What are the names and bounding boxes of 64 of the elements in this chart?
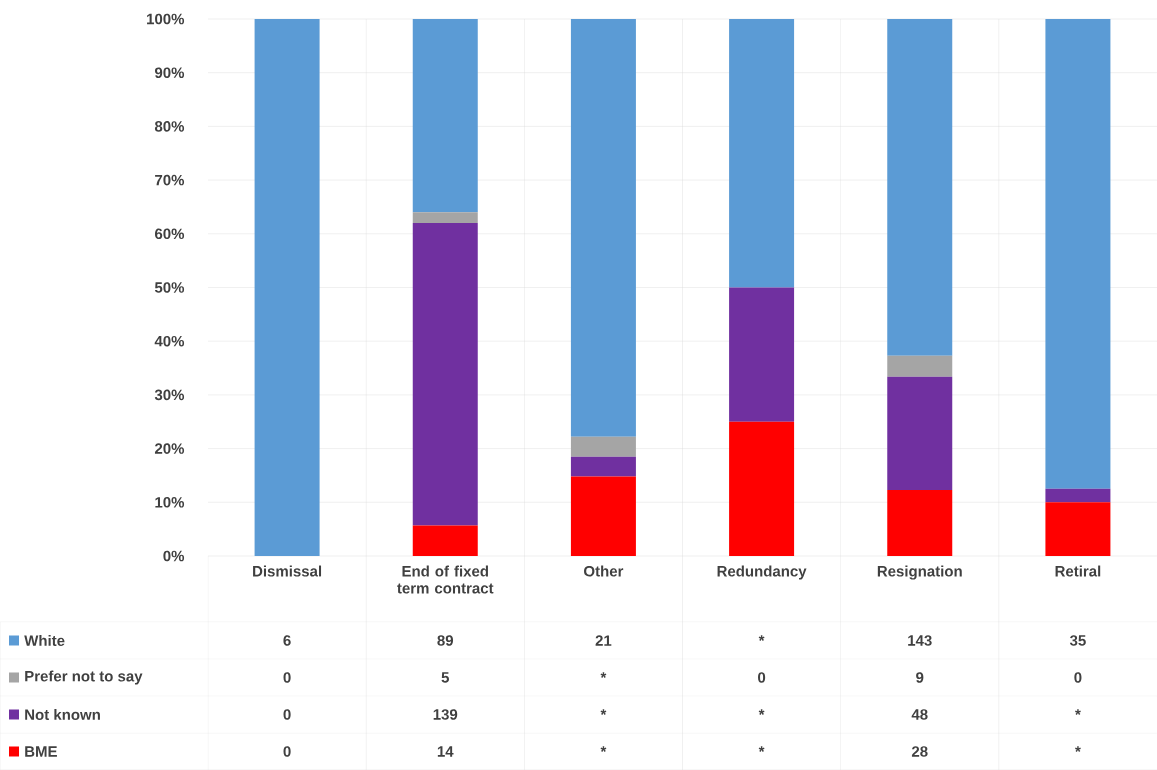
y-tick-label: 40% [154, 335, 185, 347]
bar [887, 489, 953, 556]
bar [570, 476, 636, 556]
bar [1045, 502, 1111, 556]
text: 14 [437, 746, 454, 757]
x-tick-label: Resignation [877, 565, 962, 580]
bar [887, 19, 953, 356]
text: 0 [283, 709, 291, 720]
text: 139 [433, 709, 458, 720]
legend-label: White [24, 634, 65, 646]
y-tick-label: 20% [154, 443, 185, 454]
text: 0 [283, 746, 291, 757]
x-tick-label: Retiral [1055, 565, 1101, 577]
text: 48 [911, 709, 928, 720]
text: * [1075, 709, 1081, 715]
text: * [758, 635, 765, 641]
y-tick-label: 30% [154, 389, 185, 401]
text: * [758, 746, 765, 752]
y-tick-label: 90% [154, 67, 185, 78]
bar [412, 19, 478, 213]
bar [729, 421, 795, 556]
bar [1045, 19, 1111, 489]
bar [412, 212, 478, 224]
text: * [1075, 746, 1081, 752]
bar [412, 525, 478, 556]
bar [1045, 488, 1111, 503]
text: 28 [911, 746, 928, 757]
bar [729, 287, 795, 422]
bar [570, 19, 636, 437]
text: * [600, 709, 607, 715]
text: 21 [595, 635, 612, 646]
y-tick-label: 10% [155, 496, 185, 508]
x-tick-label: Other [584, 565, 624, 577]
y-tick-label: 60% [155, 228, 185, 240]
text: 0 [758, 672, 766, 683]
y-tick-label: 0% [163, 550, 185, 562]
bar [570, 436, 636, 457]
y-tick-label: 50% [154, 282, 185, 293]
text: 0 [1074, 672, 1082, 683]
bar [729, 19, 795, 288]
text: 89 [437, 635, 454, 646]
text: 35 [1069, 635, 1086, 646]
text: * [600, 746, 607, 752]
text: 5 [441, 672, 450, 683]
bar [887, 376, 953, 490]
y-tick-label: 80% [154, 121, 185, 132]
legend-label: Not known [25, 708, 100, 720]
text: * [600, 672, 607, 678]
text: 6 [283, 635, 291, 646]
text: 0 [283, 672, 291, 683]
bar [570, 456, 636, 477]
text: 9 [916, 672, 924, 683]
bar [887, 355, 953, 377]
x-tick-label: Redundancy [717, 565, 807, 580]
text: * [758, 709, 765, 715]
bar [254, 19, 320, 556]
y-tick-label: 100% [147, 13, 185, 25]
x-tick-label: End of fixed term contract [397, 565, 494, 594]
x-tick-label: Dismissal [253, 565, 322, 577]
legend-label: BME [25, 746, 57, 757]
text: 143 [908, 635, 932, 646]
y-tick-label: 70% [155, 174, 185, 186]
bar [412, 223, 478, 526]
legend-label: Prefer not to say [25, 670, 143, 685]
